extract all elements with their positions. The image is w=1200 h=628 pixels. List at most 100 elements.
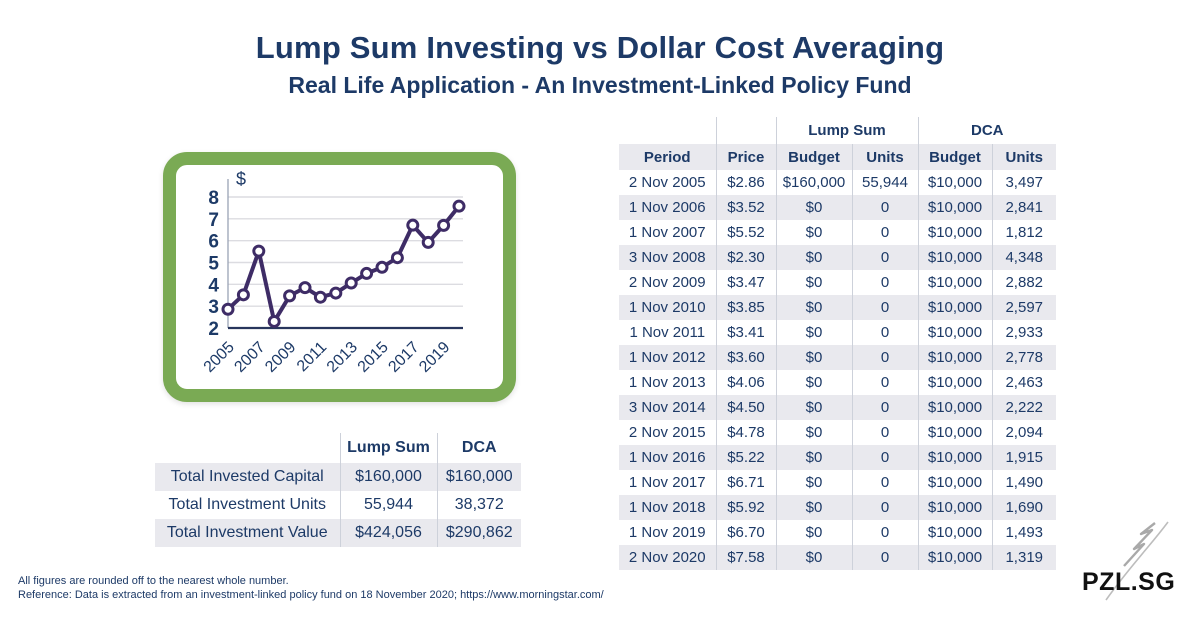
table-cell: 1,490 (991, 470, 1056, 495)
table-cell: 1,319 (991, 545, 1056, 570)
table-cell: $10,000 (917, 395, 992, 420)
table-cell: $7.58 (715, 545, 776, 570)
table-cell: $10,000 (917, 445, 992, 470)
detail-table-row: 1 Nov 2016 $5.22 $0 0 $10,000 1,915 (619, 445, 1056, 470)
table-cell: $2.86 (715, 170, 776, 195)
table-cell: $10,000 (917, 195, 992, 220)
table-cell: 2,463 (991, 370, 1056, 395)
table-cell: 3 Nov 2014 (619, 395, 716, 420)
table-cell: $4.78 (715, 420, 776, 445)
table-cell: $10,000 (917, 420, 992, 445)
table-cell: $5.52 (715, 220, 776, 245)
footnote-reference: Reference: Data is extracted from an inv… (18, 589, 604, 602)
table-cell: $10,000 (917, 245, 992, 270)
table-cell: $160,000 (436, 463, 521, 491)
chart-data-point (452, 199, 466, 213)
col-header-period: Period (619, 144, 716, 170)
chart-data-point (252, 244, 266, 258)
detail-table-row: 2 Nov 2005 $2.86 $160,000 55,944 $10,000 3,49… (619, 170, 1056, 195)
chart-x-tick-label: 2019 (416, 339, 453, 376)
chart-y-tick-label: 6 (208, 232, 219, 253)
table-cell: 0 (851, 245, 918, 270)
table-cell: 2 Nov 2020 (619, 545, 716, 570)
table-cell: $3.47 (715, 270, 776, 295)
chart-y-tick-label: 3 (208, 297, 219, 318)
table-cell: 0 (851, 470, 918, 495)
table-cell: $10,000 (917, 170, 992, 195)
detail-group-header-row: Lump Sum DCA (619, 117, 1056, 144)
table-cell: $0 (775, 520, 852, 545)
col-header-dca-budget: Budget (917, 144, 992, 170)
chart-data-point (313, 290, 327, 304)
detail-table: Lump Sum DCA Period Price Budget Units B… (619, 117, 1056, 570)
table-cell: $160,000 (339, 463, 437, 491)
table-cell: Total Invested Capital (155, 463, 340, 491)
col-header-dca-units: Units (991, 144, 1056, 170)
summary-table-row: Total Investment Value $424,056 $290,862 (155, 519, 521, 547)
table-cell: 2 Nov 2005 (628, 174, 706, 191)
table-cell: $10,000 (917, 345, 992, 370)
table-cell: Total Investment Value (155, 519, 340, 547)
chart-data-point (437, 218, 451, 232)
detail-group-dca: DCA (917, 117, 1056, 144)
signature-swoosh-icon (1105, 521, 1169, 601)
table-cell: 0 (851, 220, 918, 245)
table-cell: 0 (851, 520, 918, 545)
chart-data-point (329, 286, 343, 300)
table-cell: 2,094 (991, 420, 1056, 445)
table-cell: $10,000 (917, 470, 992, 495)
chart-x-tick-label: 2013 (324, 339, 361, 376)
chart-data-point (344, 276, 358, 290)
table-cell: 2,222 (991, 395, 1056, 420)
table-cell: 0 (851, 395, 918, 420)
chart-x-tick-label: 2011 (294, 339, 330, 375)
table-cell: 0 (851, 320, 918, 345)
table-cell: 0 (851, 195, 918, 220)
detail-table-row: 1 Nov 2010 $3.85 $0 0 $10,000 2,597 (619, 295, 1056, 320)
table-cell: $4.50 (715, 395, 776, 420)
table-cell: $0 (775, 395, 852, 420)
table-cell: $6.71 (715, 470, 776, 495)
table-cell: 0 (851, 370, 918, 395)
table-cell: 1,812 (991, 220, 1056, 245)
table-cell: $0 (775, 195, 852, 220)
summary-header-dca: DCA (436, 433, 521, 463)
summary-header-lump-sum: Lump Sum (339, 433, 437, 463)
table-cell: Total Investment Units (168, 496, 326, 513)
chart-data-point (360, 266, 374, 280)
table-cell: $10,000 (917, 270, 992, 295)
table-cell: $4.06 (715, 370, 776, 395)
table-cell: 3,497 (991, 170, 1056, 195)
table-cell: $5.22 (715, 445, 776, 470)
table-cell: $0 (775, 370, 852, 395)
table-cell: $0 (775, 445, 852, 470)
table-cell: 55,944 (851, 170, 918, 195)
table-cell: 1 Nov 2018 (619, 495, 716, 520)
brand-logo-text: PZL.SG (1082, 568, 1176, 596)
table-cell: $290,862 (436, 519, 521, 547)
page-title: Lump Sum Investing vs Dollar Cost Averag… (255, 30, 945, 65)
detail-table-row: 2 Nov 2009 $3.47 $0 0 $10,000 2,882 (619, 270, 1056, 295)
col-header-price: Price (715, 144, 776, 170)
table-cell: 1 Nov 2007 (628, 224, 706, 241)
brand-logo: PZL.SG (1080, 516, 1185, 608)
table-cell: $2.30 (715, 245, 776, 270)
detail-group-lump-sum: Lump Sum (775, 117, 918, 144)
table-cell: 1 Nov 2012 (619, 345, 716, 370)
table-cell: $0 (775, 470, 852, 495)
summary-table: Lump Sum DCA Total Invested Capital $160,… (155, 433, 521, 547)
table-cell: 2 Nov 2015 (628, 424, 706, 441)
table-cell: 1,690 (991, 495, 1056, 520)
detail-table-row: 3 Nov 2008 $2.30 $0 0 $10,000 4,348 (619, 245, 1056, 270)
chart-data-point (267, 314, 281, 328)
table-cell: $10,000 (917, 295, 992, 320)
col-header-ls-units: Units (851, 144, 918, 170)
detail-table-row: 2 Nov 2015 $4.78 $0 0 $10,000 2,094 (619, 420, 1056, 445)
detail-group-blank-period (619, 117, 716, 144)
table-cell: $3.52 (715, 195, 776, 220)
detail-table-row: 1 Nov 2018 $5.92 $0 0 $10,000 1,690 (619, 495, 1056, 520)
summary-header-blank (155, 433, 340, 463)
chart-data-point (421, 235, 435, 249)
table-cell: 0 (851, 495, 918, 520)
